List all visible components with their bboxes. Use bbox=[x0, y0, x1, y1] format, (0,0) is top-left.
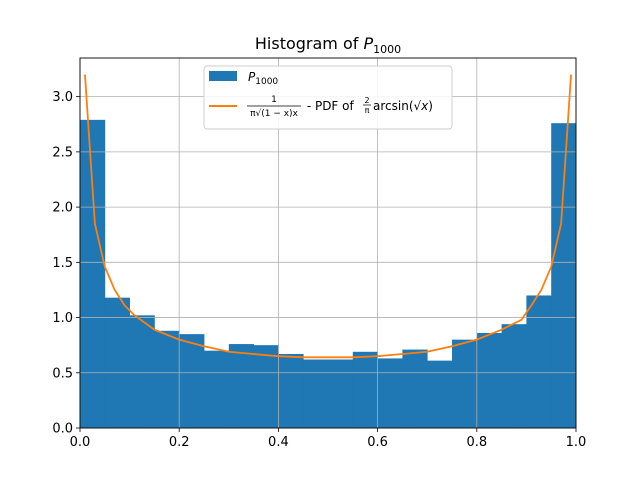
y-tick-label: 0.5 bbox=[52, 366, 73, 381]
legend-pdf-arcsin: arcsin(√x) bbox=[373, 99, 433, 113]
legend-box bbox=[203, 65, 453, 130]
y-axis: 0.0 0.5 1.0 1.5 2.0 2.5 3.0 bbox=[52, 90, 80, 437]
histogram-bar bbox=[328, 359, 354, 428]
histogram-bar bbox=[501, 324, 527, 428]
legend-pdf-suffix: - PDF of bbox=[303, 99, 358, 113]
legend-histogram-sub: 1000 bbox=[255, 77, 278, 87]
histogram-bar bbox=[179, 334, 205, 428]
legend-histogram-swatch bbox=[209, 71, 237, 81]
y-tick-label: 2.0 bbox=[52, 201, 73, 216]
plot-frame bbox=[79, 57, 577, 429]
histogram-bar bbox=[526, 295, 552, 428]
histogram-bar bbox=[427, 360, 453, 428]
chart-title-main: Histogram of bbox=[255, 34, 364, 53]
histogram-bar bbox=[303, 359, 329, 428]
histogram-bar bbox=[452, 339, 478, 428]
legend-pdf-numerator: 1 bbox=[271, 95, 277, 105]
x-tick-label: 0.6 bbox=[367, 435, 388, 450]
legend-pdf-denominator: π√(1 − x)x bbox=[250, 108, 298, 119]
x-tick-label: 0.4 bbox=[268, 435, 289, 450]
y-tick-label: 2.5 bbox=[52, 145, 73, 160]
y-tick-label: 1.0 bbox=[52, 311, 73, 326]
x-tick-label: 1.0 bbox=[566, 435, 587, 450]
histogram-bar bbox=[377, 358, 403, 428]
x-tick-label: 0.8 bbox=[466, 435, 487, 450]
y-tick-label: 1.5 bbox=[52, 256, 73, 271]
legend-histogram-label: P1000 bbox=[248, 70, 278, 87]
histogram-bar bbox=[402, 349, 428, 428]
histogram-bar bbox=[352, 351, 378, 428]
chart-title-sub: 1000 bbox=[373, 43, 401, 56]
histogram-bar bbox=[228, 344, 254, 428]
histogram-bar bbox=[204, 350, 230, 428]
legend: P1000 1 π√(1 − x)x - PDF of 2 π arcsin(√… bbox=[203, 65, 453, 130]
histogram-bar bbox=[551, 123, 577, 428]
histogram-bar bbox=[129, 315, 155, 428]
y-tick-label: 0.0 bbox=[52, 422, 73, 437]
legend-pdf-frac2-den: π bbox=[365, 106, 370, 115]
histogram-bar bbox=[278, 354, 304, 428]
histogram-bar bbox=[154, 330, 180, 428]
histogram-bar bbox=[104, 297, 130, 428]
pdf-curve bbox=[84, 74, 572, 359]
chart-title-var: P bbox=[363, 34, 373, 53]
legend-pdf-frac2-num: 2 bbox=[364, 96, 369, 105]
chart-title: Histogram of P1000 bbox=[255, 34, 401, 56]
y-tick-label: 3.0 bbox=[52, 90, 73, 105]
histogram-bar bbox=[80, 119, 106, 429]
histogram-bar bbox=[476, 333, 502, 428]
legend-pdf-label: 1 π√(1 − x)x - PDF of 2 π arcsin(√x) bbox=[247, 95, 433, 119]
x-axis: 0.0 0.2 0.4 0.6 0.8 1.0 bbox=[70, 428, 587, 450]
x-tick-label: 0.0 bbox=[70, 435, 91, 450]
x-tick-label: 0.2 bbox=[169, 435, 190, 450]
legend-histogram-var: P bbox=[248, 70, 256, 84]
histogram-bar bbox=[253, 345, 279, 428]
